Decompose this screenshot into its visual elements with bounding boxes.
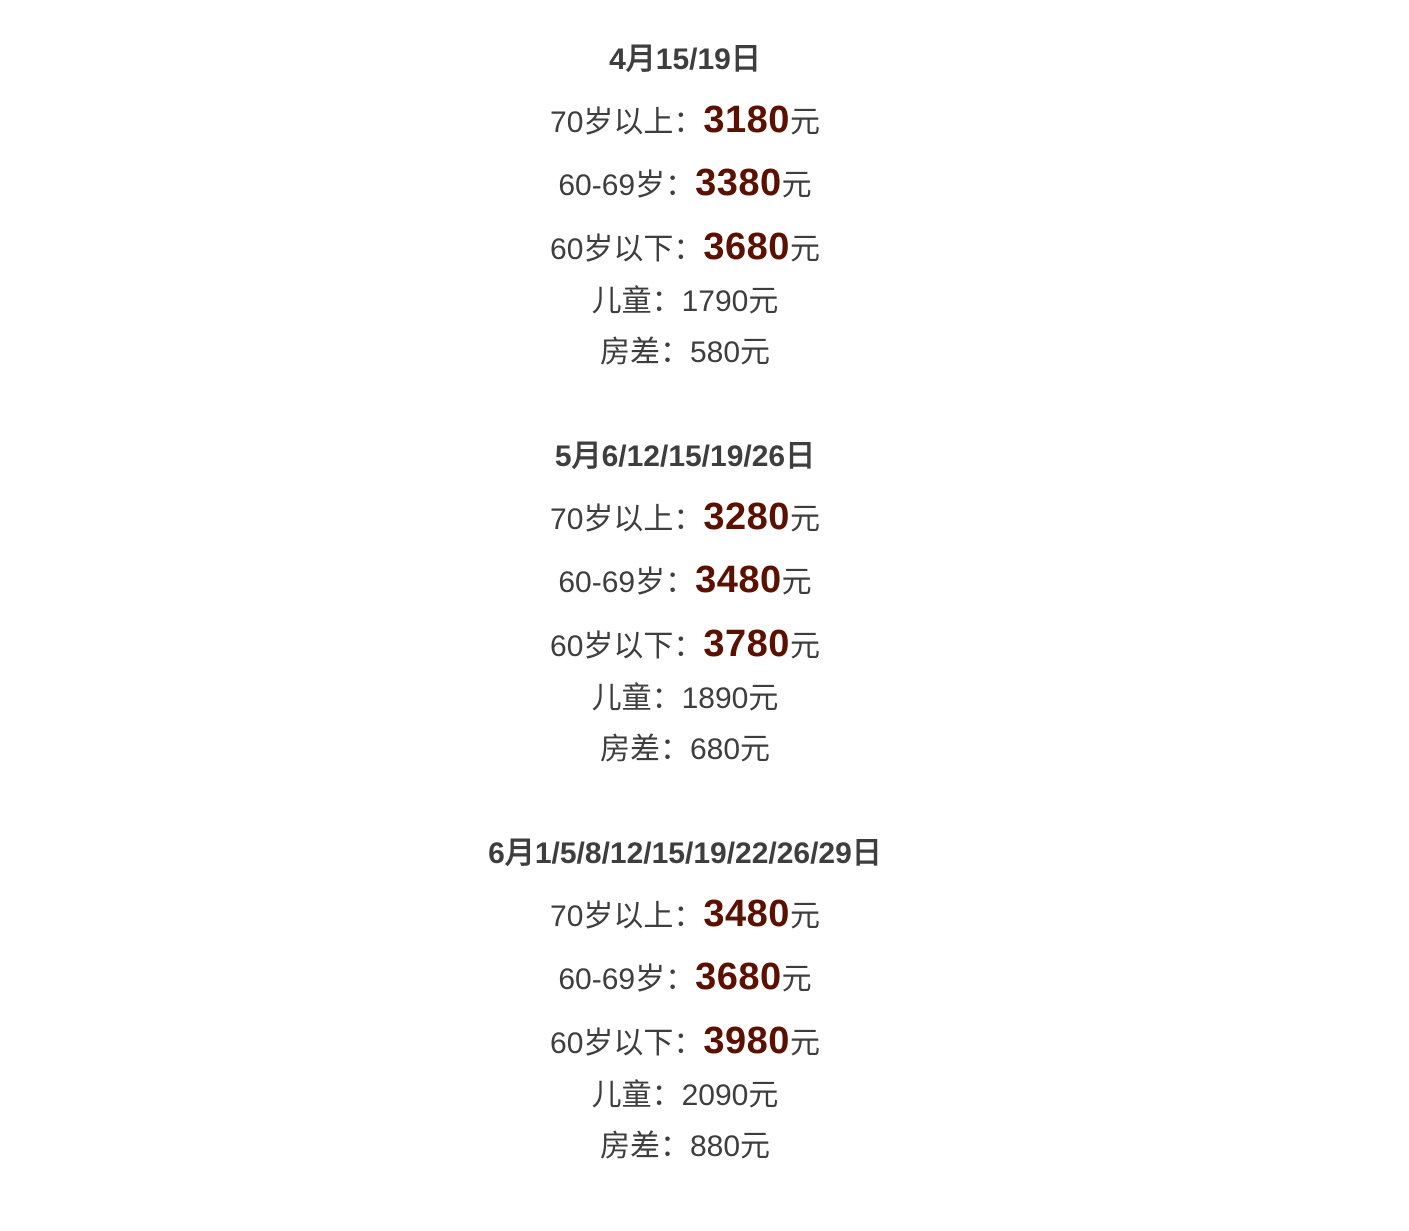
price-row-70-plus: 70岁以上：3280元 xyxy=(0,485,1370,549)
price-row-60-69: 60-69岁：3480元 xyxy=(0,549,1370,612)
price-value: 3480 xyxy=(703,893,790,935)
price-value: 3680 xyxy=(703,226,790,268)
price-row-under-60: 60岁以下：3680元 xyxy=(0,215,1370,279)
price-unit: 元 xyxy=(789,233,820,266)
price-unit: 元 xyxy=(781,566,812,599)
row-label: 儿童： xyxy=(591,1079,682,1112)
row-label: 60-69岁： xyxy=(558,963,696,996)
price-row-room-difference: 房差：880元 xyxy=(0,1119,1370,1175)
row-label: 60岁以下： xyxy=(550,233,704,266)
row-label: 70岁以上： xyxy=(550,503,704,536)
row-value: 580元 xyxy=(689,336,771,369)
price-row-room-difference: 房差：580元 xyxy=(0,325,1370,381)
price-unit: 元 xyxy=(781,169,812,202)
price-value: 3680 xyxy=(695,956,782,998)
price-unit: 元 xyxy=(789,503,820,536)
price-row-child: 儿童：1790元 xyxy=(0,279,1370,325)
price-unit: 元 xyxy=(789,630,820,663)
row-value: 1890元 xyxy=(681,682,779,715)
price-value: 3480 xyxy=(695,559,782,601)
row-label: 儿童： xyxy=(591,285,682,318)
price-unit: 元 xyxy=(789,106,820,139)
row-label: 60-69岁： xyxy=(558,566,696,599)
row-value: 1790元 xyxy=(681,285,779,318)
row-value: 2090元 xyxy=(681,1079,779,1112)
price-unit: 元 xyxy=(789,900,820,933)
row-label: 60岁以下： xyxy=(550,1027,704,1060)
price-list: 4月15/19日 70岁以上：3180元 60-69岁：3380元 60岁以下：… xyxy=(0,40,1370,1231)
price-row-child: 儿童：1890元 xyxy=(0,676,1370,722)
section-heading: 4月15/19日 xyxy=(609,43,761,76)
price-row-room-difference: 房差：680元 xyxy=(0,722,1370,778)
price-value: 3180 xyxy=(703,99,790,141)
price-value: 3380 xyxy=(695,162,782,204)
price-row-60-69: 60-69岁：3680元 xyxy=(0,946,1370,1009)
price-unit: 元 xyxy=(789,1027,820,1060)
section-heading: 5月6/12/15/19/26日 xyxy=(554,440,816,473)
price-value: 3780 xyxy=(703,623,790,665)
price-section: 4月15/19日 70岁以上：3180元 60-69岁：3380元 60岁以下：… xyxy=(0,40,1370,437)
section-heading: 6月1/5/8/12/15/19/22/26/29日 xyxy=(488,837,882,870)
price-row-under-60: 60岁以下：3980元 xyxy=(0,1009,1370,1073)
row-label: 儿童： xyxy=(591,682,682,715)
row-label: 60-69岁： xyxy=(558,169,696,202)
price-value: 3280 xyxy=(703,496,790,538)
row-value: 680元 xyxy=(689,733,771,766)
row-label: 房差： xyxy=(599,1130,690,1163)
price-section: 5月6/12/15/19/26日 70岁以上：3280元 60-69岁：3480… xyxy=(0,437,1370,834)
price-row-under-60: 60岁以下：3780元 xyxy=(0,612,1370,676)
row-label: 70岁以上： xyxy=(550,106,704,139)
row-label: 房差： xyxy=(599,336,690,369)
row-label: 70岁以上： xyxy=(550,900,704,933)
row-value: 880元 xyxy=(689,1130,771,1163)
row-label: 房差： xyxy=(599,733,690,766)
row-label: 60岁以下： xyxy=(550,630,704,663)
price-value: 3980 xyxy=(703,1020,790,1062)
price-row-70-plus: 70岁以上：3180元 xyxy=(0,88,1370,152)
price-row-70-plus: 70岁以上：3480元 xyxy=(0,882,1370,946)
price-section: 6月1/5/8/12/15/19/22/26/29日 70岁以上：3480元 6… xyxy=(0,834,1370,1231)
price-unit: 元 xyxy=(781,963,812,996)
price-row-60-69: 60-69岁：3380元 xyxy=(0,152,1370,215)
price-row-child: 儿童：2090元 xyxy=(0,1073,1370,1119)
